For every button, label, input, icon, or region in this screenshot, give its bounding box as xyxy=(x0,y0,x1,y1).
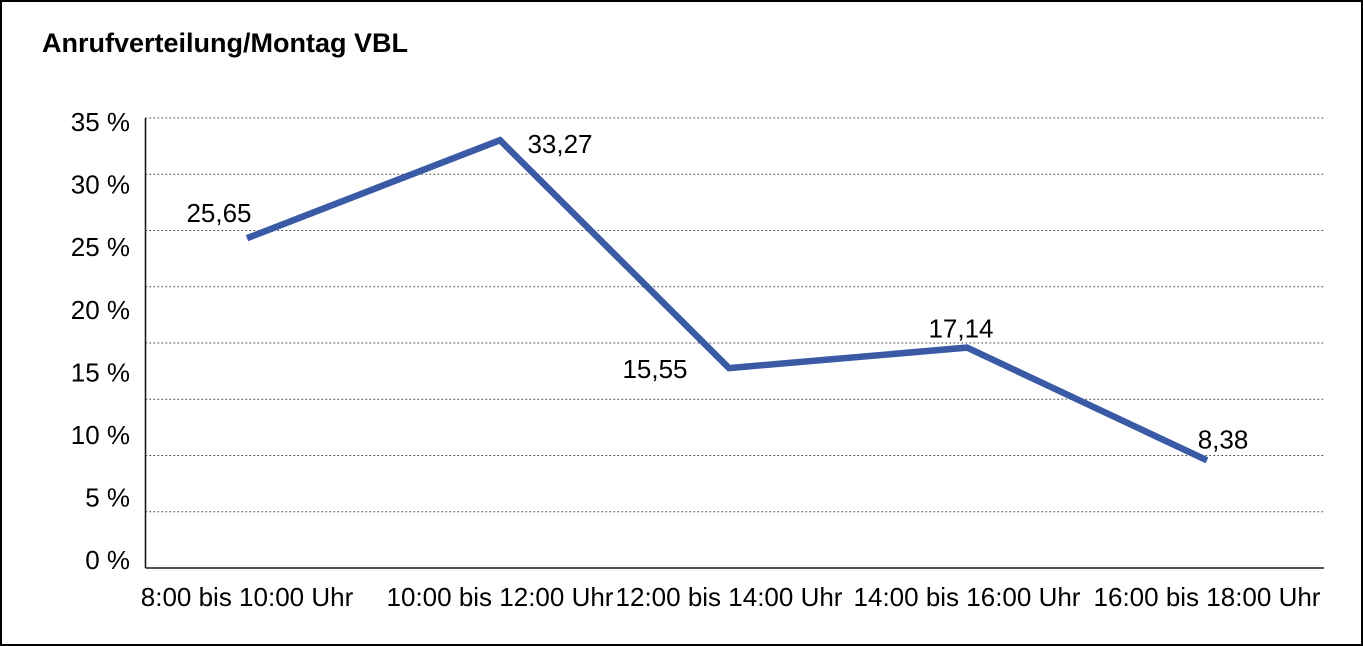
x-axis-category-label: 16:00 bis 18:00 Uhr xyxy=(1094,582,1321,612)
x-axis-category-label: 10:00 bis 12:00 Uhr xyxy=(387,582,614,612)
series-line xyxy=(245,136,1209,464)
data-point-label: 17,14 xyxy=(928,314,993,344)
x-axis-category-label: 14:00 bis 16:00 Uhr xyxy=(854,582,1081,612)
x-axis-category-label: 12:00 bis 14:00 Uhr xyxy=(616,582,843,612)
data-point-label: 25,65 xyxy=(186,198,251,228)
y-axis-tick-label: 15 % xyxy=(71,357,130,387)
data-point-label: 8,38 xyxy=(1198,424,1249,454)
chart-title: Anrufverteilung/Montag VBL xyxy=(42,28,408,58)
data-point-label: 15,55 xyxy=(622,354,687,384)
y-axis-tick-label: 0 % xyxy=(85,545,130,575)
x-axis-category-label: 8:00 bis 10:00 Uhr xyxy=(141,582,354,612)
y-axis-tick-label: 20 % xyxy=(71,295,130,325)
y-axis-tick-label: 25 % xyxy=(71,232,130,262)
y-axis-tick-label: 30 % xyxy=(71,170,130,200)
y-axis-tick-label: 5 % xyxy=(85,483,130,513)
y-axis-tick-label: 10 % xyxy=(71,420,130,450)
y-axis-tick-label: 35 % xyxy=(71,107,130,137)
data-point-label: 33,27 xyxy=(527,129,592,159)
